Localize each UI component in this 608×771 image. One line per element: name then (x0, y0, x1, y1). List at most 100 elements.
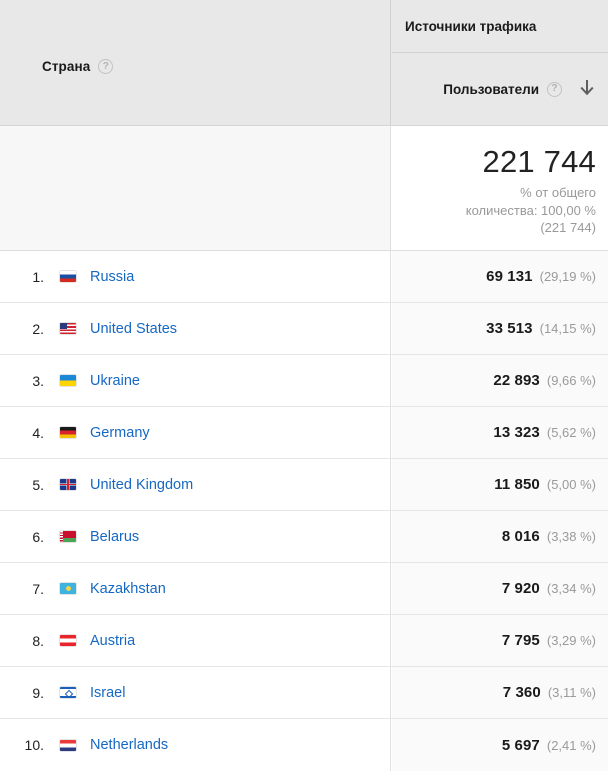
row-users-percent: (3,29 %) (546, 633, 596, 648)
country-link[interactable]: Germany (90, 424, 150, 441)
row-metric-cell: 13 323 (5,62 %) (392, 407, 608, 458)
row-users-percent: (5,62 %) (546, 425, 596, 440)
table-row: 3. Ukraine 22 893 (9,66 %) (0, 355, 608, 407)
row-users-value: 33 513 (486, 320, 533, 337)
row-rank: 6. (32, 528, 44, 545)
row-users-percent: (9,66 %) (546, 373, 596, 388)
row-dimension-cell: 5. United Kingdom (0, 459, 391, 510)
row-rank: 5. (32, 476, 44, 493)
row-users-percent: (5,00 %) (546, 477, 596, 492)
flag-icon-united-kingdom (60, 479, 76, 490)
country-link[interactable]: Belarus (90, 528, 140, 545)
flag-icon-ukraine (60, 375, 76, 386)
row-dimension-cell: 9. Israel (0, 667, 391, 718)
row-dimension-cell: 2. United States (0, 303, 391, 354)
row-dimension-cell: 3. Ukraine (0, 355, 391, 406)
dimension-help-icon[interactable]: ? (98, 59, 114, 74)
table-row: 7. Kazakhstan 7 920 (3,34 %) (0, 563, 608, 615)
country-link[interactable]: Israel (90, 684, 126, 701)
flag-icon-netherlands (60, 739, 76, 751)
summary-percent-line-1: % от общего (520, 185, 596, 200)
table-row: 4. Germany 13 323 (5,62 %) (0, 407, 608, 459)
row-metric-cell: 7 920 (3,34 %) (392, 563, 608, 614)
row-users-percent: (2,41 %) (546, 737, 596, 753)
table-row: 10. Netherlands 5 697 (2,41 %) (0, 719, 608, 771)
table-row: 9. Israel 7 360 (3,11 %) (0, 667, 608, 719)
flag-icon-kazakhstan (60, 583, 76, 594)
row-metric-cell: 69 131 (29,19 %) (392, 251, 608, 302)
row-dimension-cell: 1. Russia (0, 251, 391, 302)
dimension-header-label: Страна (42, 59, 91, 74)
country-link[interactable]: Russia (90, 268, 135, 285)
table-row: 2. United States 33 513 (14,15 %) (0, 303, 608, 355)
metric-help-icon[interactable]: ? (547, 81, 562, 97)
summary-percent-line-3: (221 744) (540, 220, 596, 236)
row-rank: 4. (32, 424, 44, 441)
flag-icon-belarus (60, 531, 76, 542)
row-rank: 2. (32, 320, 44, 337)
row-users-value: 22 893 (493, 372, 540, 389)
table-body: 1. Russia 69 131 (29,19 %) 2. United States 33… (0, 251, 608, 771)
flag-icon-germany (60, 427, 76, 438)
country-link[interactable]: United States (90, 320, 178, 337)
row-users-value: 7 360 (502, 684, 541, 701)
row-metric-cell: 11 850 (5,00 %) (392, 459, 608, 510)
country-link[interactable]: Netherlands (90, 737, 169, 753)
metric-column-header[interactable]: Пользователи ? (392, 53, 608, 125)
row-users-value: 8 016 (501, 528, 540, 545)
row-users-value: 13 323 (493, 424, 540, 441)
row-rank: 9. (32, 684, 44, 701)
summary-row-metric-cell: 221 744 % от общего количества: 100,00 %… (392, 126, 608, 250)
row-metric-cell: 22 893 (9,66 %) (392, 355, 608, 406)
row-users-value: 7 795 (501, 632, 540, 649)
row-users-percent: (14,15 %) (539, 321, 596, 336)
country-link[interactable]: Ukraine (90, 372, 140, 389)
row-rank: 3. (32, 372, 44, 389)
table-header: Страна ? Источники трафика Пользователи … (0, 0, 608, 126)
row-metric-cell: 33 513 (14,15 %) (392, 303, 608, 354)
row-users-value: 69 131 (486, 268, 533, 285)
summary-percent-of-total: % от общего количества: 100,00 % (221 74… (392, 177, 596, 237)
row-dimension-cell: 8. Austria (0, 615, 391, 666)
dimension-column-header[interactable]: Страна ? (0, 0, 391, 125)
row-users-value: 7 920 (501, 580, 540, 597)
flag-icon-austria (60, 635, 76, 646)
metric-header-label: Пользователи (443, 81, 539, 97)
table-row: 5. United Kingdom 11 850 (5,00 %) (0, 459, 608, 511)
country-link[interactable]: Austria (90, 632, 136, 649)
row-dimension-cell: 6. Belarus (0, 511, 391, 562)
row-users-percent: (3,38 %) (546, 529, 596, 544)
row-metric-cell: 5 697 (2,41 %) (392, 719, 608, 771)
table-row: 8. Austria 7 795 (3,29 %) (0, 615, 608, 667)
flag-icon-russia (60, 271, 76, 282)
row-metric-cell: 8 016 (3,38 %) (392, 511, 608, 562)
row-dimension-cell: 7. Kazakhstan (0, 563, 391, 614)
row-users-percent: (3,34 %) (546, 581, 596, 596)
row-dimension-cell: 10. Netherlands (0, 719, 391, 771)
summary-row-dimension-cell (0, 126, 391, 250)
table-row: 1. Russia 69 131 (29,19 %) (0, 251, 608, 303)
row-users-value: 11 850 (494, 476, 540, 493)
row-rank: 8. (32, 632, 44, 649)
row-users-percent: (3,11 %) (547, 685, 596, 700)
flag-icon-israel (60, 687, 76, 698)
row-metric-cell: 7 360 (3,11 %) (392, 667, 608, 718)
table-row: 6. Belarus 8 016 (3,38 %) (0, 511, 608, 563)
row-rank: 1. (32, 268, 44, 285)
metric-group-header: Источники трафика (392, 0, 608, 53)
metric-group-header-label: Источники трафика (405, 18, 537, 34)
country-link[interactable]: Kazakhstan (90, 580, 166, 597)
summary-percent-line-2: количества: 100,00 % (465, 202, 596, 218)
summary-total-value: 221 744 (482, 144, 596, 179)
row-metric-cell: 7 795 (3,29 %) (392, 615, 608, 666)
country-link[interactable]: United Kingdom (90, 476, 194, 493)
row-rank: 7. (32, 580, 44, 597)
row-dimension-cell: 4. Germany (0, 407, 391, 458)
flag-icon-united-states (60, 323, 76, 334)
summary-row: 221 744 % от общего количества: 100,00 %… (0, 126, 608, 251)
row-users-percent: (29,19 %) (539, 269, 596, 284)
sort-descending-arrow-icon[interactable] (576, 78, 598, 100)
row-rank: 10. (24, 737, 44, 753)
row-users-value: 5 697 (501, 736, 540, 754)
